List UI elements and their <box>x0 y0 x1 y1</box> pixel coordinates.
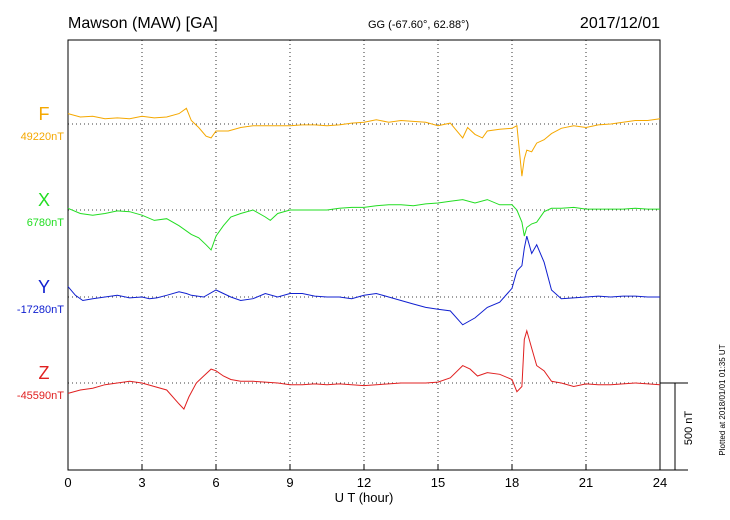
series-line-y <box>67 235 660 326</box>
series-name-y: Y <box>38 277 50 297</box>
series-line-x <box>67 199 660 251</box>
series-traces <box>67 107 661 411</box>
date-label: 2017/12/01 <box>580 15 660 32</box>
x-tick-label: 21 <box>579 475 593 490</box>
series-baseline-value-f: 49220nT <box>21 131 65 143</box>
series-baseline-value-z: -45590nT <box>17 390 64 402</box>
series-baseline-value-y: -17280nT <box>17 304 64 316</box>
x-tick-label: 9 <box>286 475 293 490</box>
grid-lines <box>141 40 587 470</box>
x-tick-label: 12 <box>357 475 371 490</box>
scale-bar-label: 500 nT <box>683 411 695 446</box>
x-axis-ticks: 0 3 6 9 12 15 18 21 24 <box>64 464 667 490</box>
x-tick-label: 0 <box>64 475 71 490</box>
x-tick-label: 24 <box>653 475 667 490</box>
x-tick-label: 15 <box>431 475 445 490</box>
scale-bar: 500 nT <box>660 382 695 471</box>
series-name-x: X <box>38 190 50 210</box>
series-name-f: F <box>39 104 50 124</box>
x-tick-label: 6 <box>212 475 219 490</box>
series-baseline-value-x: 6780nT <box>27 217 65 229</box>
series-line-f <box>67 107 661 177</box>
x-tick-label: 3 <box>138 475 145 490</box>
series-name-z: Z <box>39 363 50 383</box>
series-line-z <box>67 328 661 411</box>
baseline-lines <box>68 123 660 384</box>
station-title: Mawson (MAW) [GA] <box>68 15 218 32</box>
series-labels: F 49220nT X 6780nT Y -17280nT Z -45590nT <box>17 104 64 402</box>
x-tick-label: 18 <box>505 475 519 490</box>
x-axis-label: U T (hour) <box>335 490 394 505</box>
geographic-coordinates: GG (-67.60°, 62.88°) <box>368 19 469 31</box>
plotted-note: Plotted at 2018/01/01 01:35 UT <box>718 344 727 455</box>
